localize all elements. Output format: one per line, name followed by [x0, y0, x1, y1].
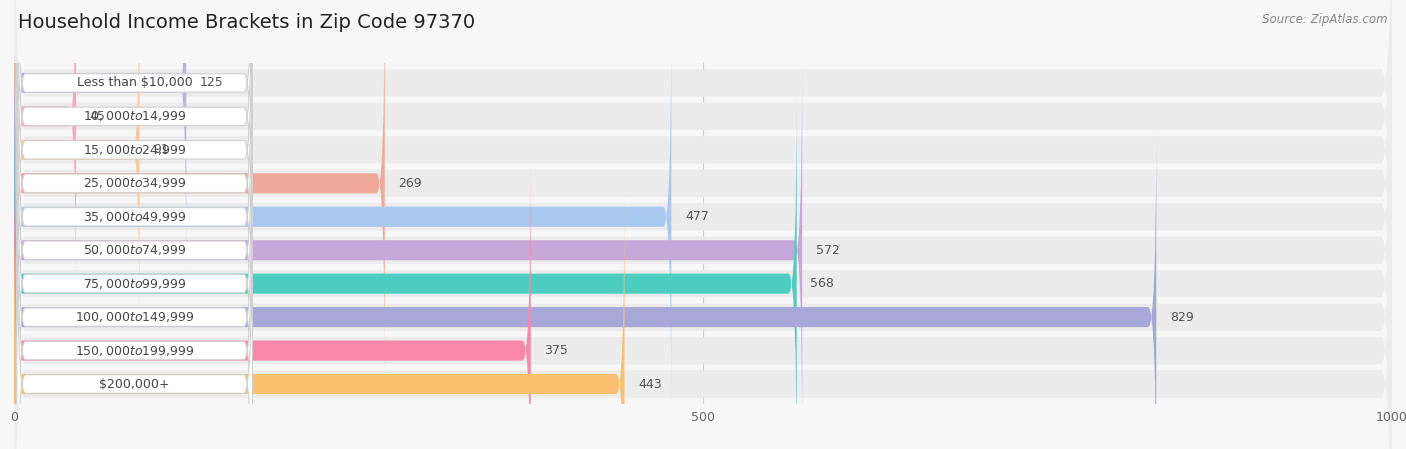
FancyBboxPatch shape	[14, 0, 1392, 337]
FancyBboxPatch shape	[14, 0, 1392, 449]
FancyBboxPatch shape	[17, 92, 253, 449]
FancyBboxPatch shape	[14, 0, 385, 374]
FancyBboxPatch shape	[14, 97, 1392, 449]
Text: 829: 829	[1170, 311, 1194, 324]
FancyBboxPatch shape	[14, 0, 76, 307]
FancyBboxPatch shape	[17, 159, 253, 449]
FancyBboxPatch shape	[17, 0, 253, 375]
FancyBboxPatch shape	[17, 0, 253, 274]
FancyBboxPatch shape	[14, 0, 139, 340]
Text: 91: 91	[153, 143, 169, 156]
FancyBboxPatch shape	[14, 0, 1392, 404]
FancyBboxPatch shape	[17, 126, 253, 449]
FancyBboxPatch shape	[17, 0, 253, 308]
FancyBboxPatch shape	[14, 60, 803, 441]
Text: 45: 45	[90, 110, 105, 123]
Text: 477: 477	[685, 210, 709, 223]
Text: 375: 375	[544, 344, 568, 357]
FancyBboxPatch shape	[17, 59, 253, 442]
FancyBboxPatch shape	[17, 193, 253, 449]
FancyBboxPatch shape	[14, 0, 1392, 370]
FancyBboxPatch shape	[14, 0, 1392, 437]
FancyBboxPatch shape	[14, 30, 1392, 449]
FancyBboxPatch shape	[14, 130, 1392, 449]
FancyBboxPatch shape	[17, 0, 253, 341]
FancyBboxPatch shape	[14, 63, 1392, 449]
Text: Source: ZipAtlas.com: Source: ZipAtlas.com	[1263, 13, 1388, 26]
Text: $100,000 to $149,999: $100,000 to $149,999	[75, 310, 194, 324]
Text: 443: 443	[638, 378, 662, 391]
Text: 568: 568	[810, 277, 834, 290]
Text: Household Income Brackets in Zip Code 97370: Household Income Brackets in Zip Code 97…	[18, 13, 475, 32]
Text: $10,000 to $14,999: $10,000 to $14,999	[83, 110, 187, 123]
FancyBboxPatch shape	[14, 194, 624, 449]
Text: $50,000 to $74,999: $50,000 to $74,999	[83, 243, 187, 257]
Text: 125: 125	[200, 76, 224, 89]
FancyBboxPatch shape	[14, 0, 186, 273]
Text: $25,000 to $34,999: $25,000 to $34,999	[83, 176, 187, 190]
FancyBboxPatch shape	[14, 127, 1156, 449]
Text: $150,000 to $199,999: $150,000 to $199,999	[75, 343, 194, 357]
Text: 269: 269	[398, 177, 422, 190]
FancyBboxPatch shape	[17, 25, 253, 408]
Text: $200,000+: $200,000+	[100, 378, 170, 391]
FancyBboxPatch shape	[14, 160, 531, 449]
FancyBboxPatch shape	[14, 0, 1392, 449]
Text: 572: 572	[815, 244, 839, 257]
Text: $15,000 to $24,999: $15,000 to $24,999	[83, 143, 187, 157]
Text: $75,000 to $99,999: $75,000 to $99,999	[83, 277, 187, 291]
FancyBboxPatch shape	[14, 26, 671, 407]
FancyBboxPatch shape	[14, 93, 797, 449]
Text: $35,000 to $49,999: $35,000 to $49,999	[83, 210, 187, 224]
Text: Less than $10,000: Less than $10,000	[77, 76, 193, 89]
